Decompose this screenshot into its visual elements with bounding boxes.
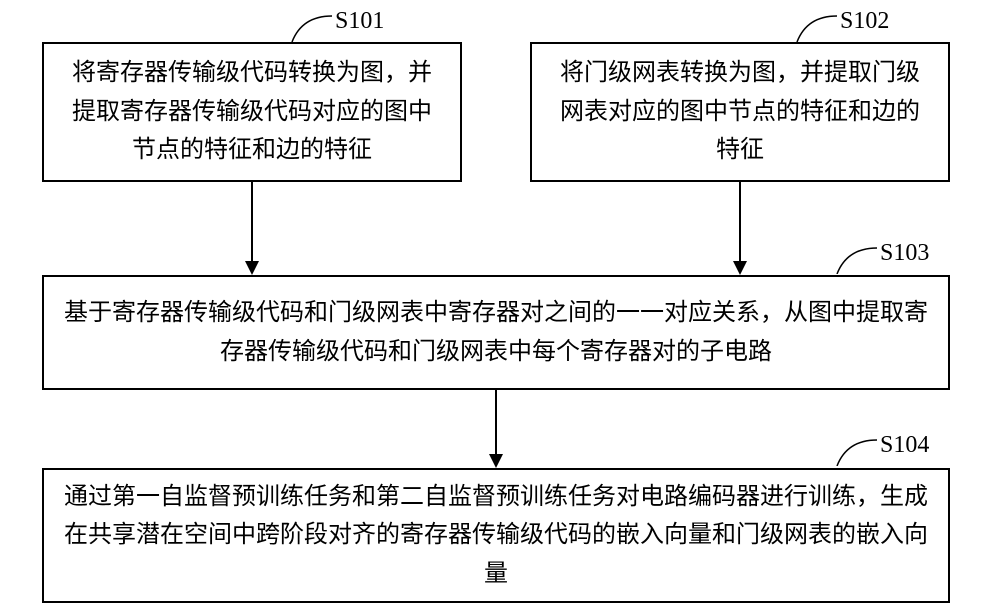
label-text: S101 (335, 8, 384, 34)
step-label-s104: S104 (880, 432, 929, 459)
arrow-s101-to-s103-head (245, 261, 259, 275)
arrow-s103-to-s104-head (489, 454, 503, 468)
box-text: 将寄存器传输级代码转换为图，并提取寄存器传输级代码对应的图中节点的特征和边的特征 (64, 54, 440, 169)
curve-connector-s103 (827, 244, 877, 274)
curve-connector-s104 (827, 436, 877, 466)
box-text: 通过第一自监督预训练任务和第二自监督预训练任务对电路编码器进行训练，生成在共享潜… (64, 478, 928, 593)
step-label-s103: S103 (880, 240, 929, 267)
step-label-s102: S102 (840, 8, 889, 35)
arrow-s102-to-s103-line (739, 182, 741, 261)
curve-connector-s102 (787, 12, 837, 42)
box-text: 将门级网表转换为图，并提取门级网表对应的图中节点的特征和边的特征 (552, 54, 928, 169)
box-text: 基于寄存器传输级代码和门级网表中寄存器对之间的一一对应关系，从图中提取寄存器传输… (64, 294, 928, 371)
arrow-s102-to-s103-head (733, 261, 747, 275)
curve-connector-s101 (282, 12, 332, 42)
label-text: S103 (880, 240, 929, 266)
arrow-s103-to-s104-line (495, 390, 497, 454)
flowchart-box-s101: 将寄存器传输级代码转换为图，并提取寄存器传输级代码对应的图中节点的特征和边的特征 (42, 42, 462, 182)
flowchart-box-s104: 通过第一自监督预训练任务和第二自监督预训练任务对电路编码器进行训练，生成在共享潜… (42, 468, 950, 603)
step-label-s101: S101 (335, 8, 384, 35)
flowchart-box-s102: 将门级网表转换为图，并提取门级网表对应的图中节点的特征和边的特征 (530, 42, 950, 182)
arrow-s101-to-s103-line (251, 182, 253, 261)
label-text: S104 (880, 432, 929, 458)
label-text: S102 (840, 8, 889, 34)
flowchart-box-s103: 基于寄存器传输级代码和门级网表中寄存器对之间的一一对应关系，从图中提取寄存器传输… (42, 275, 950, 390)
flowchart-container: S101 S102 S103 S104 将寄存器传输级代码转换为图，并提取寄存器… (0, 0, 1000, 610)
